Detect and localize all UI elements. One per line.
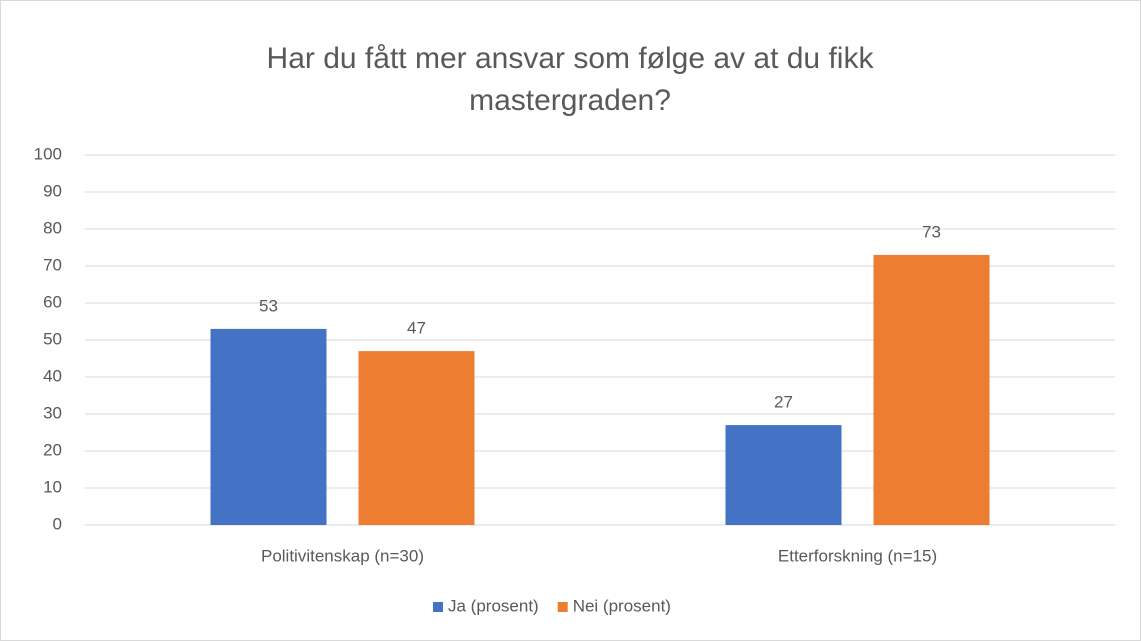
- y-tick-label: 10: [43, 477, 62, 496]
- data-label: 27: [774, 393, 793, 412]
- data-label: 53: [259, 296, 278, 315]
- y-tick-label: 100: [34, 144, 62, 163]
- y-tick-label: 0: [53, 514, 62, 533]
- chart-title: Har du fått mer ansvar som følge av at d…: [266, 42, 874, 117]
- x-tick-label: Politivitenskap (n=30): [261, 546, 424, 565]
- y-tick-label: 90: [43, 181, 62, 200]
- bar: [725, 425, 842, 525]
- bar: [358, 351, 475, 525]
- bar: [873, 254, 990, 525]
- data-label: 47: [407, 319, 426, 338]
- y-tick-label: 50: [43, 329, 62, 348]
- x-tick-label: Etterforskning (n=15): [778, 546, 937, 565]
- y-tick-label: 70: [43, 255, 62, 274]
- y-tick-label: 40: [43, 366, 62, 385]
- y-tick-label: 30: [43, 403, 62, 422]
- legend-swatch: [557, 602, 568, 612]
- y-tick-label: 60: [43, 292, 62, 311]
- y-tick-label: 20: [43, 440, 62, 459]
- data-label: 73: [922, 222, 941, 241]
- bar: [210, 328, 327, 525]
- legend-swatch: [433, 602, 443, 612]
- legend-label: Ja (prosent): [448, 596, 539, 615]
- y-tick-label: 80: [43, 218, 62, 237]
- legend-label: Nei (prosent): [573, 596, 671, 615]
